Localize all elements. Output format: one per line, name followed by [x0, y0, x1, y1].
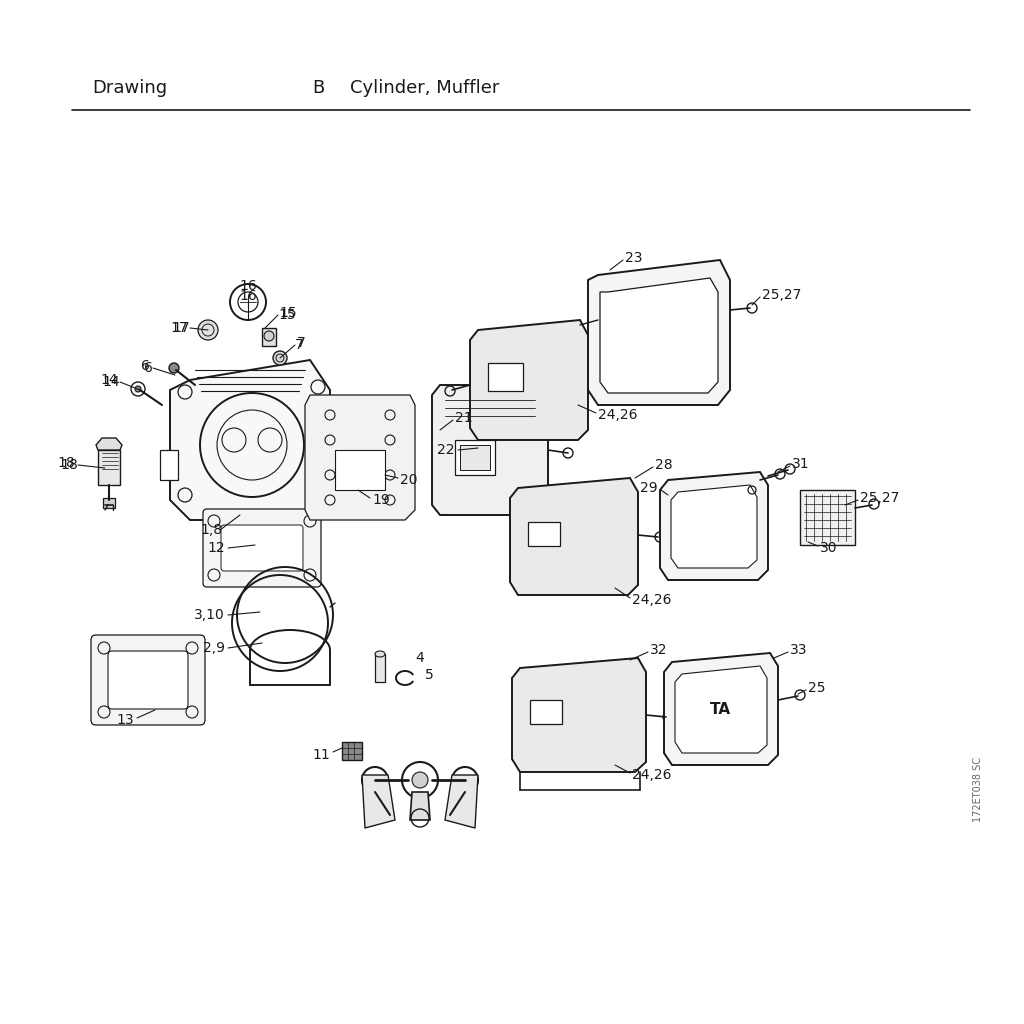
- Text: 31: 31: [792, 457, 810, 471]
- Bar: [335, 450, 385, 490]
- Bar: [530, 700, 562, 724]
- Text: 25,27: 25,27: [762, 288, 802, 302]
- Text: 14: 14: [100, 373, 118, 387]
- Text: 17: 17: [170, 321, 188, 335]
- Bar: [455, 440, 495, 475]
- FancyBboxPatch shape: [203, 509, 321, 587]
- Circle shape: [135, 386, 141, 392]
- FancyBboxPatch shape: [221, 525, 303, 571]
- Text: 6: 6: [144, 361, 153, 375]
- Polygon shape: [470, 319, 588, 440]
- Bar: [319, 445, 338, 473]
- Polygon shape: [445, 775, 478, 828]
- Text: 30: 30: [820, 541, 838, 555]
- Text: 3,10: 3,10: [195, 608, 225, 622]
- Bar: [800, 490, 855, 545]
- Polygon shape: [588, 260, 730, 406]
- Polygon shape: [305, 395, 415, 520]
- Text: 18: 18: [57, 456, 75, 470]
- Bar: [375, 654, 385, 682]
- Text: TA: TA: [710, 702, 730, 718]
- FancyBboxPatch shape: [91, 635, 205, 725]
- Text: 20: 20: [400, 473, 418, 487]
- Text: 17: 17: [172, 321, 190, 335]
- Polygon shape: [671, 485, 757, 568]
- Text: 22: 22: [437, 443, 455, 457]
- Polygon shape: [675, 666, 767, 753]
- Circle shape: [198, 319, 218, 340]
- Polygon shape: [362, 775, 395, 828]
- Text: 25: 25: [808, 681, 825, 695]
- Text: 16: 16: [240, 289, 257, 303]
- Polygon shape: [600, 278, 718, 393]
- Circle shape: [412, 772, 428, 788]
- Text: 5: 5: [425, 668, 434, 682]
- Text: B: B: [312, 79, 325, 97]
- Text: 19: 19: [372, 493, 390, 507]
- Polygon shape: [410, 792, 430, 820]
- Text: 24,26: 24,26: [632, 768, 672, 782]
- Circle shape: [169, 362, 179, 373]
- Text: 16: 16: [240, 279, 257, 293]
- Polygon shape: [96, 438, 122, 450]
- Text: 32: 32: [650, 643, 668, 657]
- Text: 11: 11: [312, 748, 330, 762]
- Text: 2,9: 2,9: [203, 641, 225, 655]
- Text: 6: 6: [141, 359, 150, 373]
- Circle shape: [273, 351, 287, 365]
- Polygon shape: [510, 478, 638, 595]
- Text: 28: 28: [655, 458, 673, 472]
- Text: Drawing: Drawing: [92, 79, 167, 97]
- Text: Cylinder, Muffler: Cylinder, Muffler: [350, 79, 500, 97]
- Text: 15: 15: [279, 306, 297, 319]
- Text: 24,26: 24,26: [598, 408, 638, 422]
- Ellipse shape: [375, 651, 385, 657]
- Text: 25,27: 25,27: [860, 490, 899, 505]
- Text: 29: 29: [640, 481, 658, 495]
- FancyBboxPatch shape: [108, 651, 188, 709]
- Text: 14: 14: [102, 375, 120, 389]
- Text: 12: 12: [208, 541, 225, 555]
- Bar: [342, 742, 362, 760]
- Bar: [103, 498, 115, 508]
- Bar: [488, 362, 523, 391]
- Text: 23: 23: [625, 251, 642, 265]
- Polygon shape: [664, 653, 778, 765]
- Bar: [160, 450, 178, 480]
- Circle shape: [264, 331, 274, 341]
- Polygon shape: [660, 472, 768, 580]
- Text: 172ET038 SC: 172ET038 SC: [973, 758, 983, 822]
- Text: 4: 4: [415, 651, 424, 665]
- Bar: [528, 522, 560, 546]
- Polygon shape: [432, 385, 548, 515]
- Text: 1,8: 1,8: [200, 523, 222, 537]
- Text: 7: 7: [297, 336, 306, 350]
- Bar: [262, 328, 276, 346]
- Text: 18: 18: [60, 458, 78, 472]
- Text: 7: 7: [295, 338, 304, 352]
- Text: 21: 21: [455, 411, 473, 425]
- Bar: [460, 445, 490, 470]
- Bar: [98, 450, 120, 485]
- Text: 15: 15: [278, 308, 296, 322]
- Text: 24,26: 24,26: [632, 593, 672, 607]
- Text: 13: 13: [117, 713, 134, 727]
- Text: 33: 33: [790, 643, 808, 657]
- Polygon shape: [170, 360, 330, 520]
- Polygon shape: [512, 658, 646, 772]
